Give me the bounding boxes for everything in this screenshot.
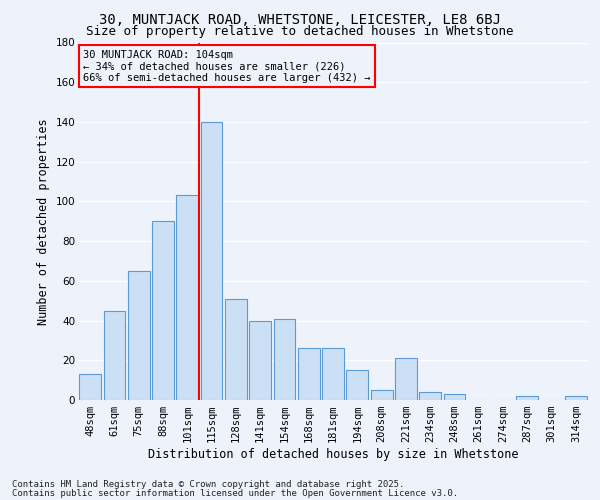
Text: Contains public sector information licensed under the Open Government Licence v3: Contains public sector information licen… <box>12 489 458 498</box>
Bar <box>322 348 344 400</box>
Bar <box>274 318 295 400</box>
Bar <box>225 298 247 400</box>
Text: Contains HM Land Registry data © Crown copyright and database right 2025.: Contains HM Land Registry data © Crown c… <box>12 480 404 489</box>
Bar <box>517 396 538 400</box>
Bar <box>200 122 223 400</box>
Bar <box>395 358 417 400</box>
Bar <box>79 374 101 400</box>
Y-axis label: Number of detached properties: Number of detached properties <box>37 118 50 324</box>
Text: 30, MUNTJACK ROAD, WHETSTONE, LEICESTER, LE8 6BJ: 30, MUNTJACK ROAD, WHETSTONE, LEICESTER,… <box>99 12 501 26</box>
Bar <box>152 221 174 400</box>
Bar <box>419 392 441 400</box>
Bar <box>346 370 368 400</box>
Bar <box>565 396 587 400</box>
Text: 30 MUNTJACK ROAD: 104sqm
← 34% of detached houses are smaller (226)
66% of semi-: 30 MUNTJACK ROAD: 104sqm ← 34% of detach… <box>83 50 371 83</box>
Bar <box>298 348 320 400</box>
Bar <box>104 310 125 400</box>
Text: Size of property relative to detached houses in Whetstone: Size of property relative to detached ho… <box>86 25 514 38</box>
Bar <box>371 390 392 400</box>
X-axis label: Distribution of detached houses by size in Whetstone: Distribution of detached houses by size … <box>148 448 518 461</box>
Bar <box>176 196 198 400</box>
Bar <box>249 320 271 400</box>
Bar <box>128 271 149 400</box>
Bar <box>443 394 466 400</box>
